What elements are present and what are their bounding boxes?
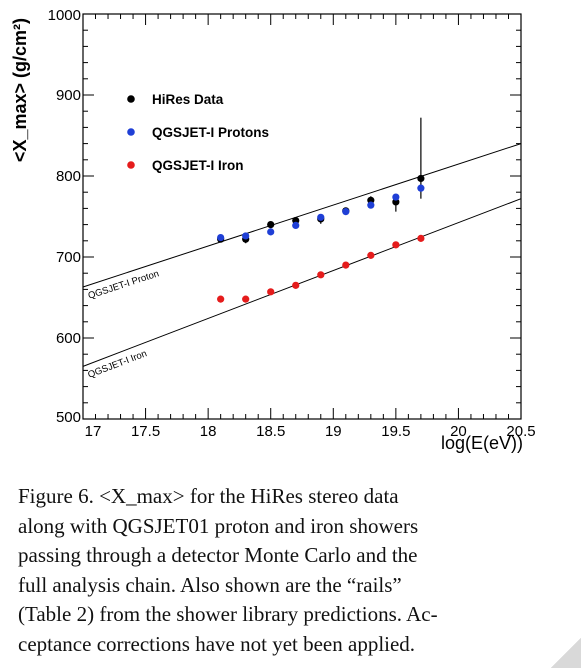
data-point (367, 201, 375, 209)
page-corner-decoration (551, 638, 581, 668)
legend-marker (127, 161, 135, 169)
y-tick-label: 600 (56, 330, 81, 347)
caption-line: (Table 2) from the shower library predic… (18, 602, 438, 626)
data-point (392, 193, 400, 201)
caption-line: along with QGSJET01 proton and iron show… (18, 513, 419, 538)
x-tick-label: 20.5 (506, 423, 535, 440)
legend-label: HiRes Data (152, 92, 224, 107)
x-tick-label: 18 (200, 423, 217, 440)
data-point (317, 271, 325, 279)
data-point (267, 228, 275, 236)
data-point (267, 288, 275, 296)
x-tick-label: 20 (450, 423, 467, 440)
data-point (217, 295, 225, 303)
data-point (267, 221, 275, 229)
y-tick-label: 1000 (48, 7, 81, 24)
x-tick-label: 19.5 (381, 423, 410, 440)
caption-line: full analysis chain. Also shown are the … (18, 572, 402, 597)
data-point (342, 261, 350, 269)
data-point (417, 184, 425, 192)
y-tick-label: 900 (56, 87, 81, 104)
data-point (242, 295, 250, 303)
data-point (292, 281, 300, 289)
legend-marker (127, 95, 135, 103)
data-point (417, 234, 425, 242)
y-tick-label: 500 (56, 409, 81, 426)
caption-line: passing through a detector Monte Carlo a… (18, 543, 418, 567)
data-point (217, 233, 225, 242)
rail-line (82, 143, 522, 288)
x-axis-title: log(E(eV)) (441, 433, 523, 453)
data-point (292, 221, 300, 230)
legend-label: QGSJET-I Protons (152, 125, 269, 140)
legend-marker (127, 128, 135, 136)
data-point (342, 208, 350, 216)
plot-frame (82, 13, 522, 420)
data-point (317, 213, 325, 221)
data-point (367, 251, 375, 259)
caption-line: ceptance corrections have not yet been a… (18, 631, 416, 656)
x-tick-label: 19 (325, 423, 342, 440)
figure-caption: Figure 6. <X_max> for the HiRes stereo d… (18, 482, 578, 659)
data-point (242, 232, 250, 240)
legend-label: QGSJET-I Iron (152, 158, 244, 173)
xmax-chart: 17 17.5 18 18.5 19 19.5 20 20.5 500 600 700 800 900 1… (10, 7, 536, 453)
x-tick-label: 18.5 (256, 423, 285, 440)
rail-line (82, 198, 522, 367)
data-point (392, 241, 400, 249)
x-tick-label: 17.5 (131, 423, 160, 440)
x-tick-label: 17 (85, 423, 102, 440)
y-tick-label: 800 (56, 168, 81, 185)
data-point (417, 174, 425, 183)
caption-line: Figure 6. <X_max> for the HiRes stereo d… (18, 484, 399, 508)
y-axis-title: <X_max> (g/cm²) (10, 18, 30, 162)
y-tick-label: 700 (56, 249, 81, 266)
